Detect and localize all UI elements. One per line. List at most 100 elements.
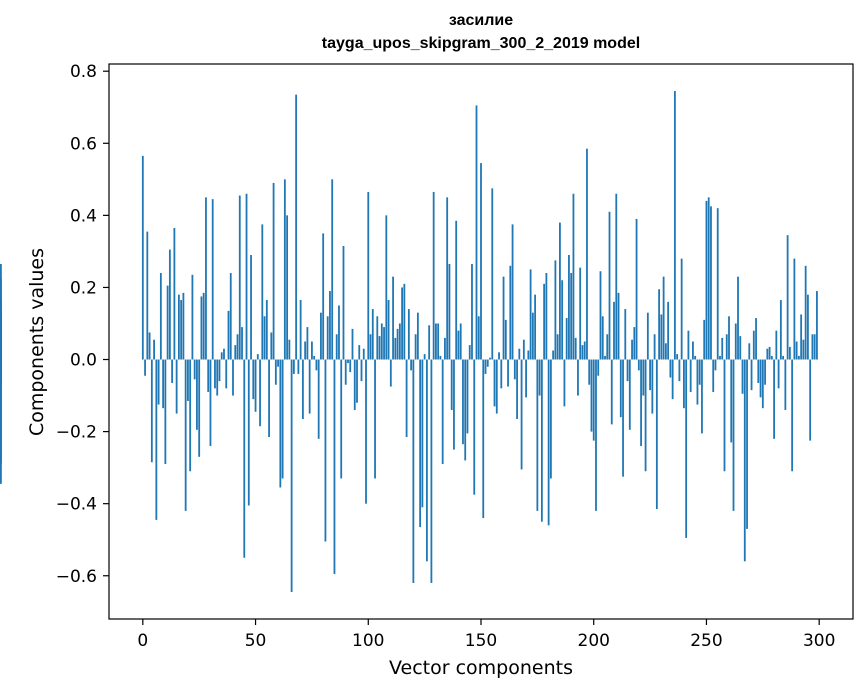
bar — [238, 195, 241, 360]
bar — [540, 359, 543, 522]
bars-group — [0, 91, 818, 592]
bar — [538, 359, 541, 396]
bar — [484, 359, 487, 374]
bar — [816, 291, 818, 360]
bar — [516, 359, 518, 419]
bar — [728, 316, 730, 360]
bar — [153, 339, 155, 360]
bar — [335, 334, 338, 360]
bar — [180, 300, 183, 360]
bar — [315, 359, 318, 371]
bar — [306, 327, 309, 360]
bar — [795, 341, 798, 360]
chart-title: засилие — [448, 12, 514, 29]
bar — [782, 355, 785, 360]
x-tick-label: 0 — [137, 631, 148, 651]
bar — [773, 359, 775, 439]
bar — [322, 233, 325, 360]
bar — [344, 359, 347, 385]
bar — [667, 301, 670, 360]
y-tick-label: 0.0 — [70, 351, 97, 371]
x-axis-ticks: 0 50 100 150 200 250 300 — [137, 619, 835, 651]
bar — [534, 294, 537, 360]
bar — [256, 354, 259, 360]
bar — [631, 339, 633, 360]
bar — [274, 359, 277, 385]
bar — [570, 273, 573, 360]
bar — [504, 319, 507, 360]
bar — [441, 359, 444, 465]
bar — [637, 359, 640, 371]
bar — [182, 292, 185, 360]
bar — [340, 359, 343, 479]
bar — [561, 280, 564, 360]
bar — [633, 327, 636, 360]
bar — [317, 359, 320, 439]
bar — [250, 255, 252, 360]
bar — [301, 359, 304, 419]
bar — [211, 199, 214, 360]
bar — [369, 334, 372, 360]
bar — [380, 323, 383, 360]
bar — [193, 359, 196, 380]
bar — [218, 359, 221, 382]
bar — [191, 274, 194, 360]
bar — [757, 359, 760, 383]
bar — [707, 197, 710, 360]
bar — [430, 359, 433, 583]
bar — [196, 359, 198, 430]
bar — [784, 359, 787, 410]
bar — [811, 334, 814, 360]
bar — [495, 359, 498, 414]
bar — [698, 359, 701, 385]
bar — [241, 327, 243, 360]
bar — [489, 357, 491, 360]
bar — [351, 328, 354, 360]
bar — [329, 291, 331, 360]
bar — [252, 359, 255, 400]
bar — [450, 359, 453, 410]
bar — [477, 316, 480, 360]
bar — [786, 235, 789, 360]
bar — [459, 323, 462, 360]
bar — [360, 359, 363, 382]
bar — [0, 346, 2, 360]
bar — [162, 359, 165, 409]
bar — [144, 359, 146, 376]
bar — [374, 359, 376, 479]
bar — [752, 330, 755, 360]
bar — [283, 179, 286, 360]
bar — [236, 334, 239, 360]
bar — [777, 359, 780, 389]
bar — [746, 359, 748, 529]
bar — [175, 359, 178, 414]
x-tick-label: 150 — [465, 631, 497, 651]
bar — [227, 310, 230, 360]
bar — [701, 359, 703, 434]
bar — [723, 359, 726, 472]
bar — [622, 359, 624, 477]
bar — [732, 359, 735, 511]
bar — [331, 179, 334, 360]
bar — [604, 355, 606, 360]
bar — [624, 309, 627, 360]
bar — [320, 312, 322, 360]
bar — [640, 359, 642, 447]
bar — [545, 273, 548, 360]
bar — [556, 334, 559, 360]
bar — [768, 346, 771, 360]
bar — [527, 350, 530, 360]
bar — [414, 334, 417, 360]
bar — [277, 359, 279, 367]
bar — [807, 294, 809, 360]
y-tick-label: −0.6 — [56, 567, 97, 587]
bar — [187, 359, 189, 401]
bar — [444, 337, 446, 360]
bar — [398, 323, 401, 360]
bar — [482, 359, 485, 519]
chart-subtitle: tayga_upos_skipgram_300_2_2019 model — [321, 35, 641, 52]
bar — [356, 359, 358, 403]
bar — [601, 316, 604, 360]
bar — [254, 359, 257, 412]
